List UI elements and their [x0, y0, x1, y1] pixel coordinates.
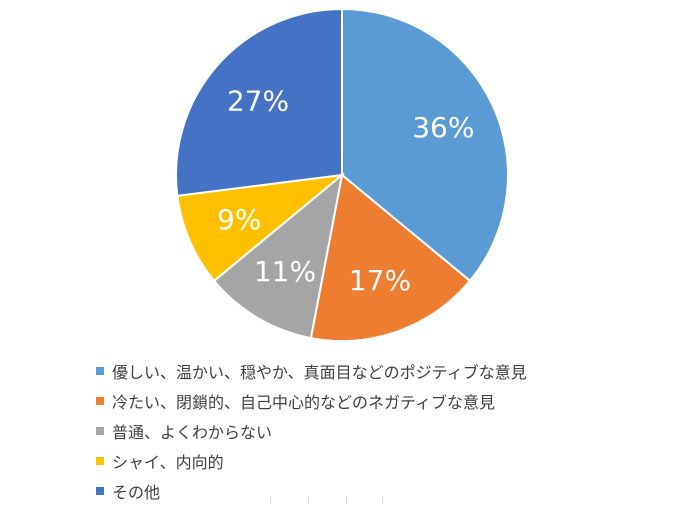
pie-slice: [175, 7, 343, 197]
legend-swatch: [96, 367, 104, 375]
pie-slice: [176, 173, 346, 283]
legend-swatch: [96, 427, 104, 435]
slice-data-label: 27%: [227, 84, 289, 117]
legend-label: 冷たい、閉鎖的、自己中心的などのネガティブな意見: [112, 393, 496, 412]
legend-item: その他: [96, 476, 527, 506]
legend: 優しい、温かい、穏やか、真面目などのポジティブな意見 冷たい、閉鎖的、自己中心的…: [96, 356, 527, 506]
pie-slice: [341, 7, 509, 283]
pie-slice: [309, 173, 472, 342]
legend-label: 優しい、温かい、穏やか、真面目などのポジティブな意見: [112, 363, 527, 382]
legend-item: 普通、よくわからない: [96, 416, 527, 446]
slice-data-label: 36%: [412, 111, 474, 144]
legend-label: 普通、よくわからない: [112, 423, 273, 442]
pie-slice: [212, 172, 344, 340]
legend-swatch: [96, 397, 104, 405]
slice-data-label: 17%: [349, 264, 411, 297]
legend-item: 優しい、温かい、穏やか、真面目などのポジティブな意見: [96, 356, 527, 386]
slice-data-label: 11%: [254, 255, 316, 288]
legend-item: 冷たい、閉鎖的、自己中心的などのネガティブな意見: [96, 386, 527, 416]
axis-ticks-decoration: [258, 496, 418, 506]
legend-swatch: [96, 457, 104, 465]
pie-chart-svg: 36% 17% 11% 9% 27%: [175, 7, 509, 342]
legend-label: その他: [112, 483, 161, 502]
legend-label: シャイ、内向的: [112, 453, 224, 472]
slice-data-label: 9%: [217, 203, 261, 236]
legend-swatch: [96, 487, 104, 495]
legend-item: シャイ、内向的: [96, 446, 527, 476]
